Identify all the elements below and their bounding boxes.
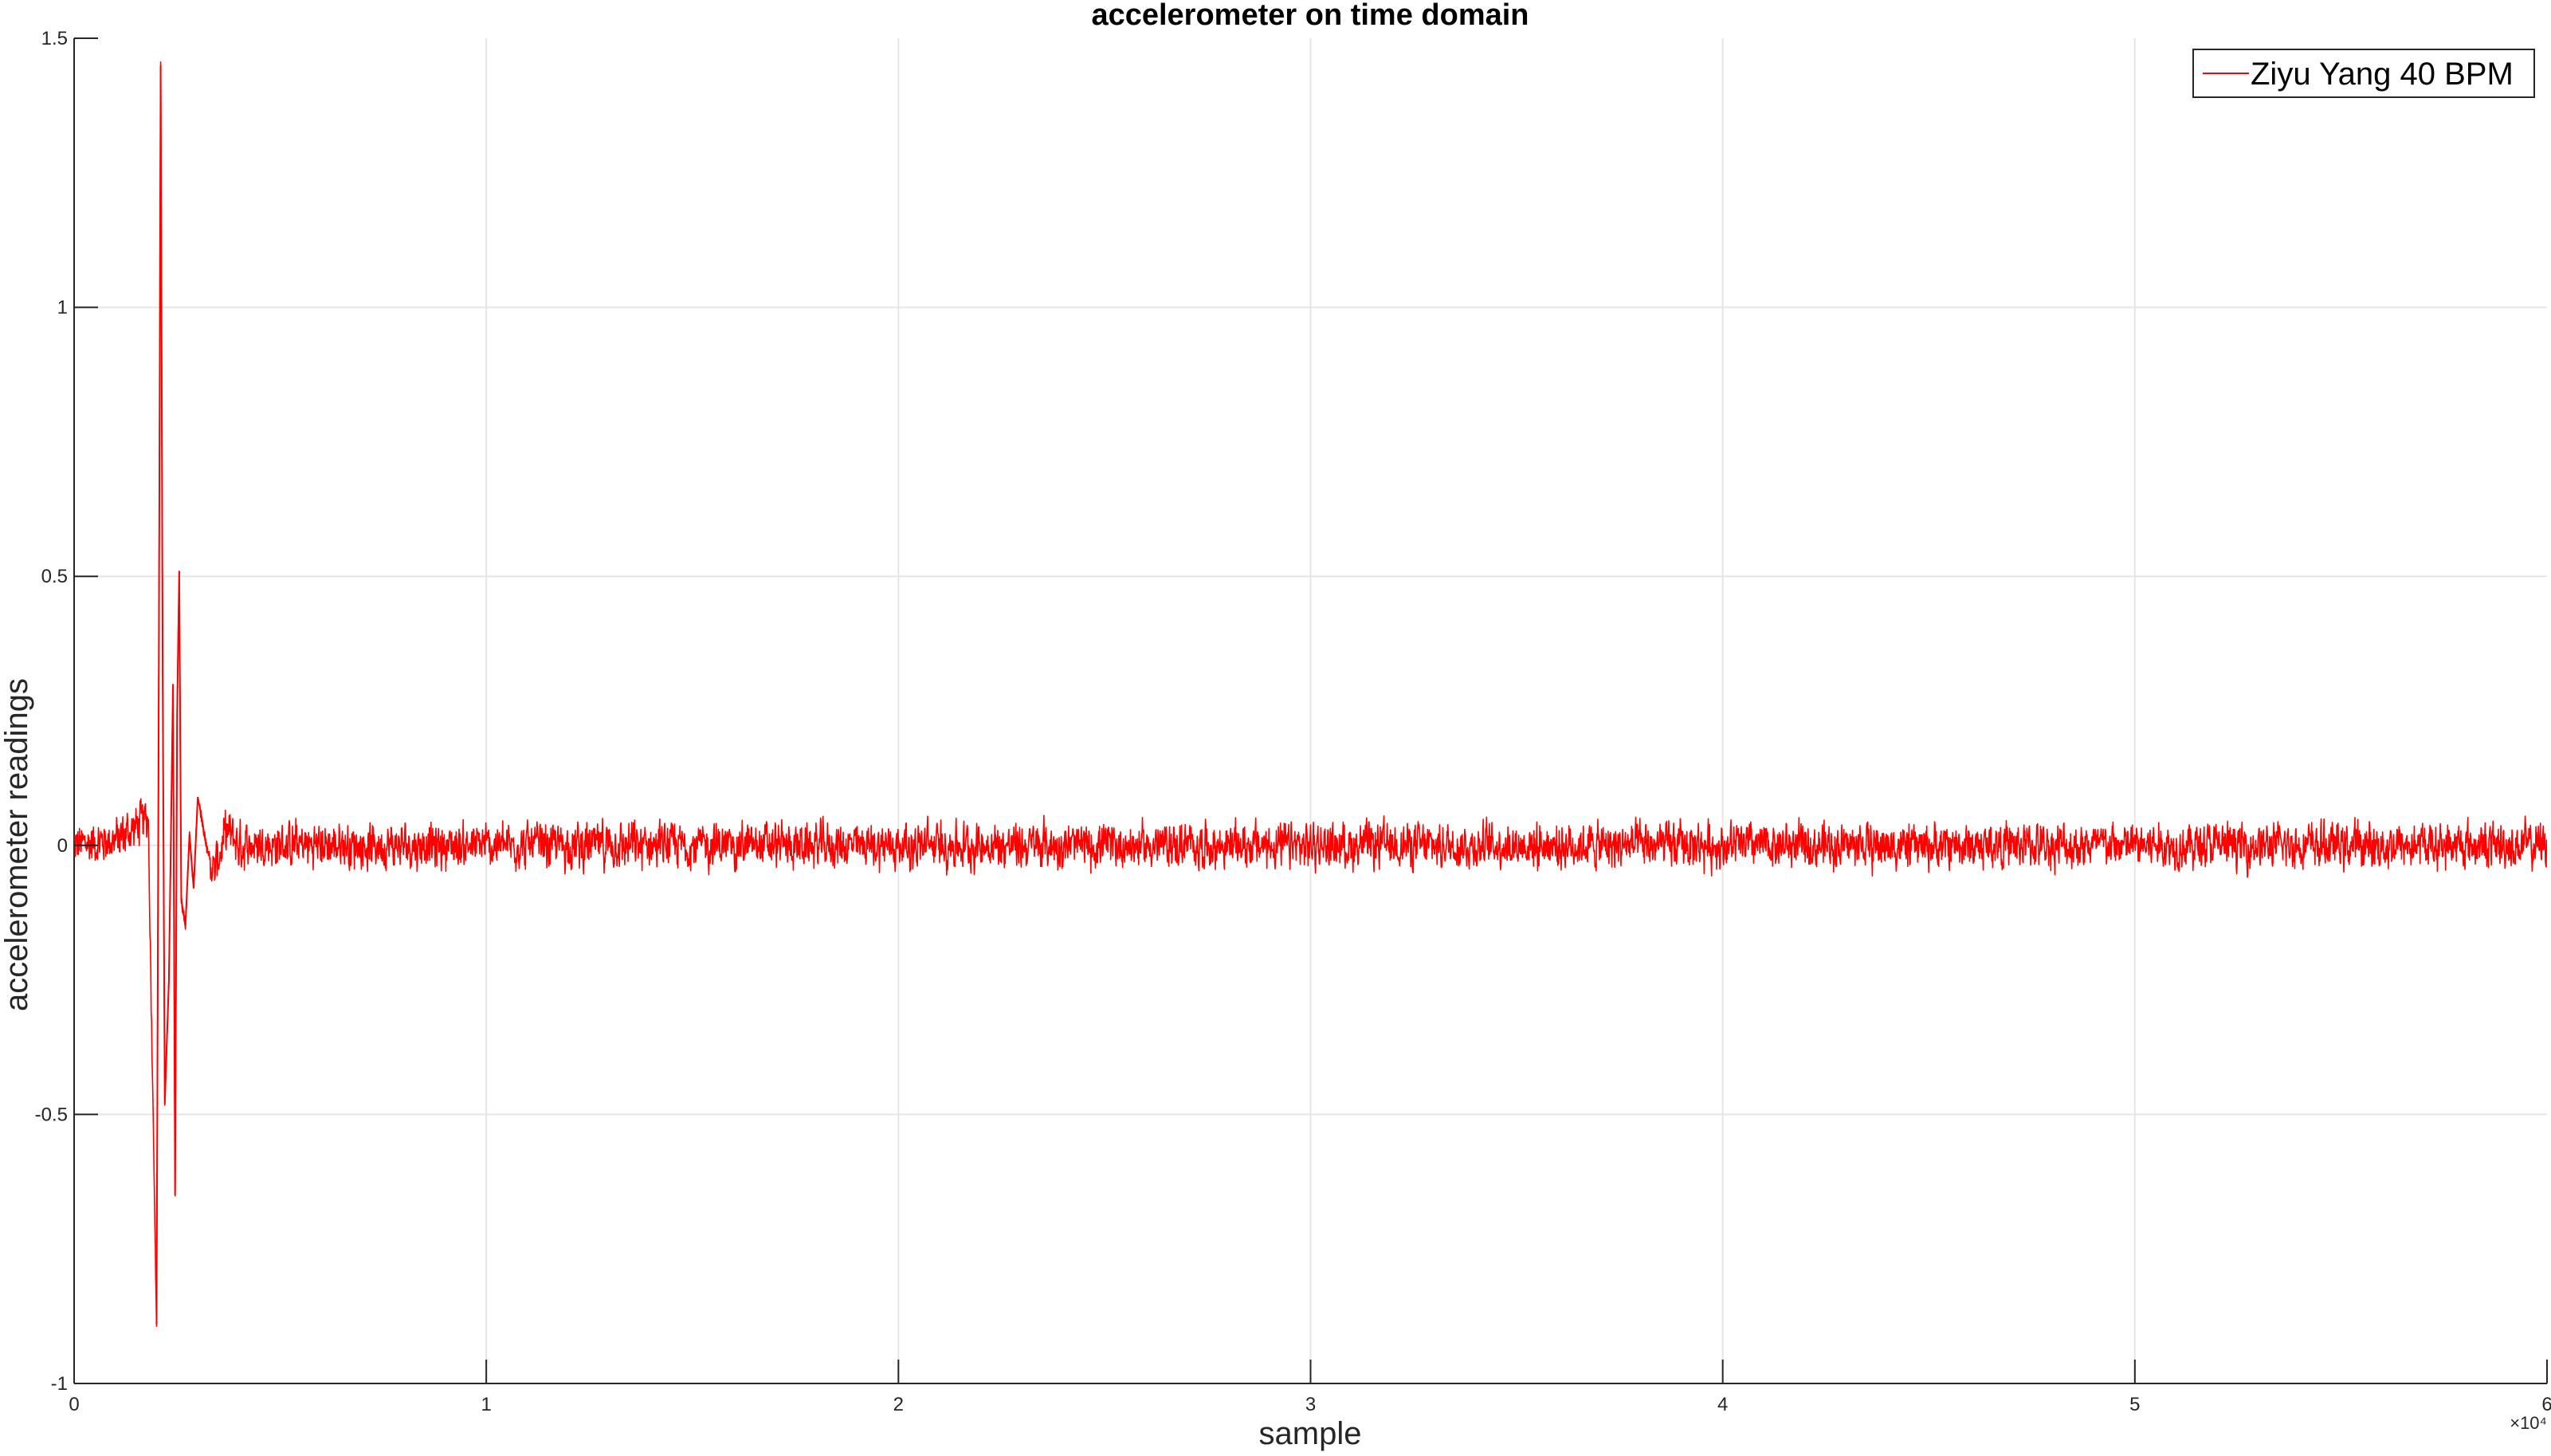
series-spike-segment [155,65,207,1325]
legend-label: Ziyu Yang 40 BPM [2251,57,2514,92]
y-tick-label: 1 [57,297,68,319]
plot-area [74,61,2547,1328]
x-tick-label: 6 [2541,1394,2551,1415]
legend-box [2192,49,2535,98]
y-tick-label: 1.5 [41,28,68,49]
x-axis-label: sample [1259,1416,1362,1451]
series-line [74,61,2547,1328]
x-tick-label: 1 [481,1394,491,1415]
y-axis-label: accelerometer readings [0,678,34,1011]
tick-labels: 0 1 2 3 4 5 6 -1 -0.5 0 0.5 1 1.5 [35,28,2551,1415]
y-tick-label: 0.5 [41,566,68,587]
x-tick-label: 0 [69,1394,79,1415]
legend: Ziyu Yang 40 BPM [2192,49,2535,98]
x-tick-label: 4 [1717,1394,1728,1415]
x-tick-label: 2 [893,1394,904,1415]
y-tick-label: -0.5 [35,1104,68,1125]
x-tick-label: 5 [2129,1394,2140,1415]
x-tick-label: 3 [1305,1394,1316,1415]
y-tick-label: 0 [57,835,68,857]
y-tick-label: -1 [51,1373,68,1395]
chart-title: accelerometer on time domain [1091,0,1529,32]
x-axis-exponent-label: ×10⁴ [2510,1413,2547,1433]
